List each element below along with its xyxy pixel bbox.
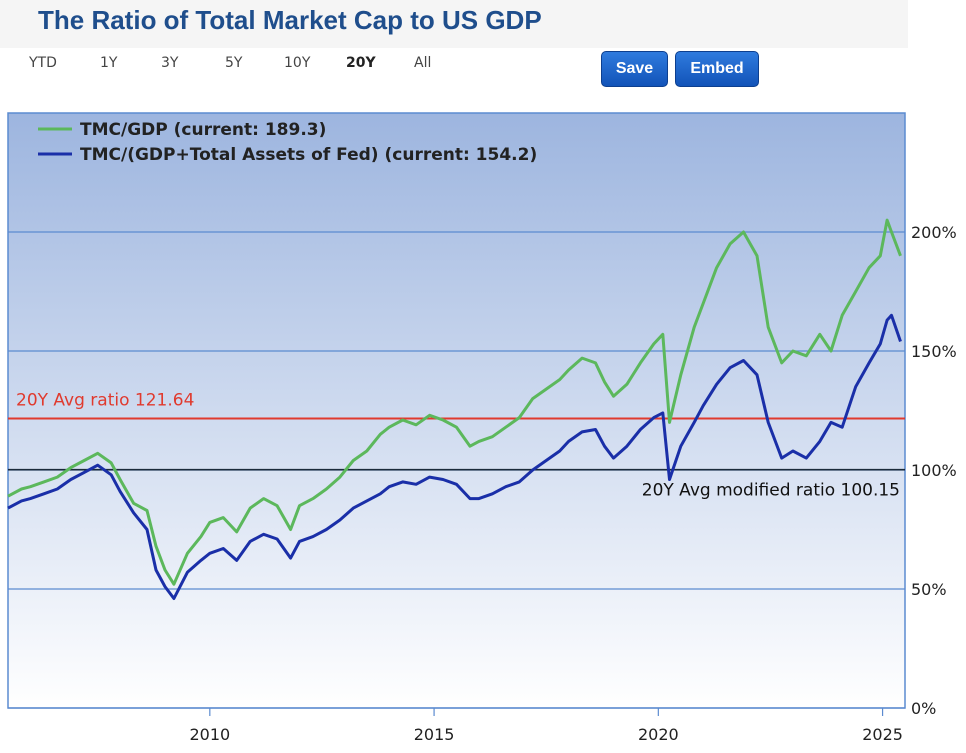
x-tick-label-2010: 2010 (189, 725, 230, 744)
range-button-ytd[interactable]: YTD (29, 55, 57, 71)
page-title: The Ratio of Total Market Cap to US GDP (38, 5, 542, 35)
y-tick-label-100: 100% (911, 461, 957, 480)
x-tick-label-2025: 2025 (862, 725, 903, 744)
y-tick-label-0: 0% (911, 699, 936, 718)
y-axis: 0% 50% 100% 150% 200% (911, 223, 957, 718)
x-tick-label-2020: 2020 (638, 725, 679, 744)
y-tick-label-50: 50% (911, 580, 947, 599)
title-bar (0, 0, 908, 48)
range-button-10y[interactable]: 10Y (284, 55, 311, 71)
plot-area (7, 112, 906, 709)
y-tick-label-150: 150% (911, 342, 957, 361)
y-tick-label-200: 200% (911, 223, 957, 242)
reference-lines (8, 417, 905, 471)
avg-modified-ratio-label: 20Y Avg modified ratio 100.15 (642, 481, 900, 501)
legend-label-tmc-gdp: TMC/GDP (current: 189.3) (80, 120, 326, 140)
save-button[interactable]: Save (601, 51, 668, 87)
range-button-5y[interactable]: 5Y (225, 55, 243, 71)
x-axis: 2010 2015 2020 2025 (189, 708, 903, 744)
legend: TMC/GDP (current: 189.3) TMC/(GDP+Total … (38, 120, 537, 165)
series-line-tmc-gdp (7, 218, 902, 586)
series-lines (7, 218, 902, 600)
legend-label-tmc-fed: TMC/(GDP+Total Assets of Fed) (current: … (80, 145, 537, 165)
market-cap-chart: 0% 50% 100% 150% 200% 2010 2015 2020 2025 TMC/G… (7, 112, 957, 744)
series-line-tmc-fed (7, 313, 902, 600)
range-button-20y[interactable]: 20Y (346, 55, 376, 71)
range-button-1y[interactable]: 1Y (100, 55, 118, 71)
range-button-3y[interactable]: 3Y (161, 55, 179, 71)
x-tick-label-2015: 2015 (414, 725, 455, 744)
embed-button[interactable]: Embed (675, 51, 759, 87)
avg-ratio-label: 20Y Avg ratio 121.64 (16, 390, 194, 410)
range-button-all[interactable]: All (414, 55, 432, 71)
